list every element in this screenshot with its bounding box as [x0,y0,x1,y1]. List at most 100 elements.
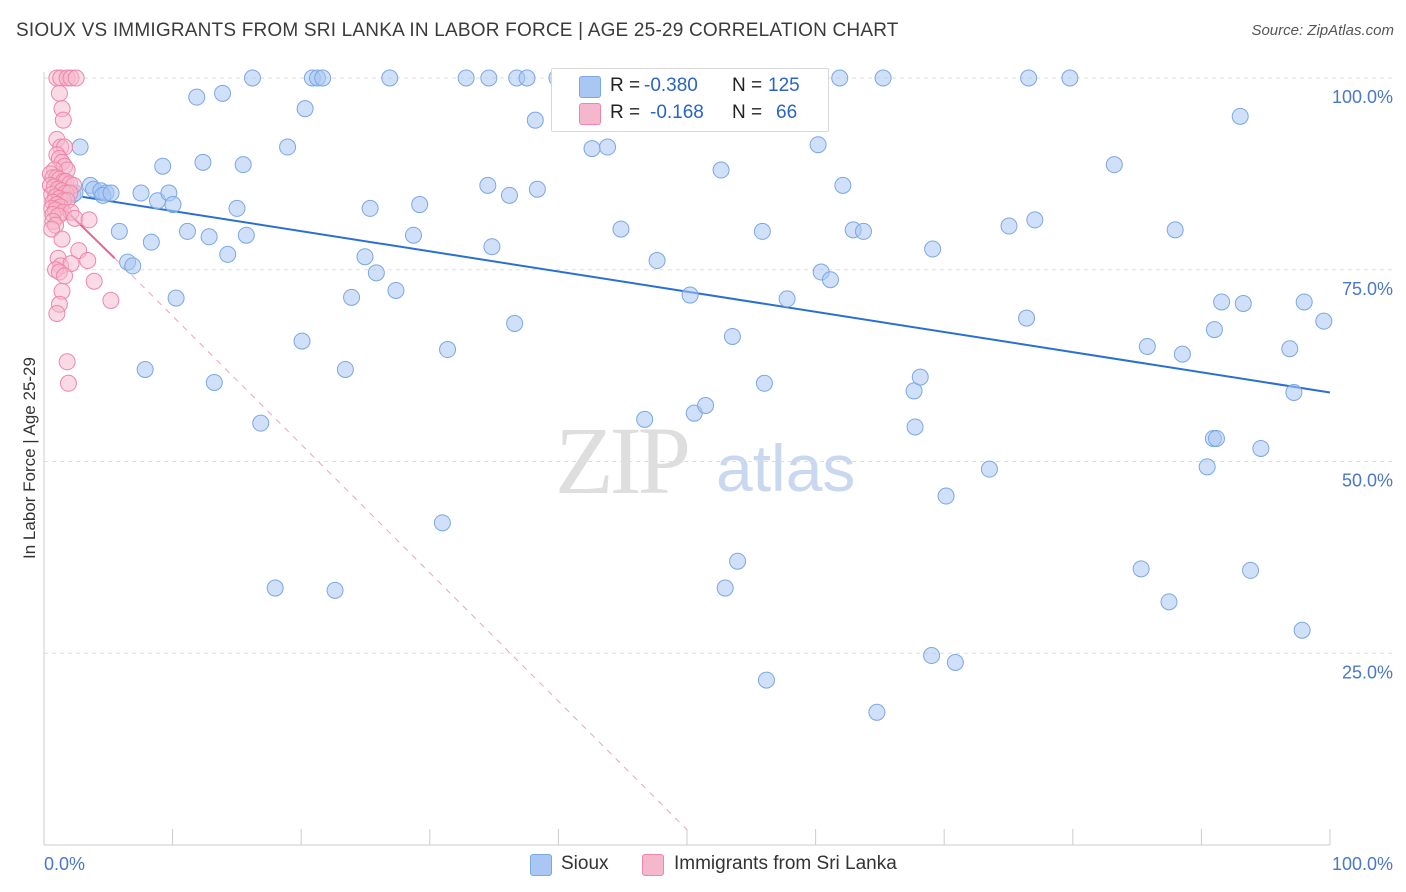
sioux-point [599,138,617,156]
sioux-point [411,196,429,214]
sioux-point [234,156,252,174]
sioux-point [874,69,892,87]
sioux-point [1132,560,1150,578]
sioux-point [946,653,964,671]
sioux-point [205,373,223,391]
sioux-point [214,84,232,102]
tick-labels: 25.0% 50.0% 75.0% 100.0% 0.0% 100.0% [44,87,1393,874]
sioux-point [757,671,775,689]
sioux-point [500,186,518,204]
srilanka-r-label: R = [610,102,641,123]
sioux-n-value: 125 [768,75,800,96]
srilanka-point [66,209,84,227]
srilanka-point [56,267,74,285]
sioux-point [237,226,255,244]
sioux-point [526,111,544,129]
sioux-point [296,100,314,118]
sioux-point [834,176,852,194]
sioux-point [439,341,457,359]
sioux-point [164,196,182,214]
srilanka-points [41,69,120,392]
sioux-point [723,327,741,345]
sioux-point [178,222,196,240]
axes [43,72,1331,846]
sioux-point [457,69,475,87]
sioux-point [336,360,354,378]
srilanka-n-value: 66 [776,102,798,123]
sioux-point [361,199,379,217]
srilanka-point [80,211,98,229]
sioux-point [433,514,451,532]
sioux-point [1315,312,1333,330]
sioux-point [228,199,246,217]
srilanka-point [50,84,68,102]
sioux-point [483,238,501,256]
sioux-point [636,410,654,428]
sioux-point [1234,294,1252,312]
srilanka-trend-extension [114,257,688,831]
sioux-point [1160,593,1178,611]
y-tick-label: 75.0% [1342,279,1393,299]
y-tick-label: 100.0% [1332,87,1393,107]
sioux-point [729,552,747,570]
sioux-point [367,264,385,282]
sioux-point [911,368,929,386]
sioux-point [219,245,237,263]
sioux-point [1213,293,1231,311]
sioux-point [381,69,399,87]
srilanka-point [58,353,76,371]
sioux-point [1242,561,1260,579]
sioux-point [343,288,361,306]
srilanka-point [85,272,103,290]
y-tick-label: 50.0% [1342,471,1393,491]
sioux-point [188,88,206,106]
sioux-point [194,153,212,171]
sioux-point [480,69,498,87]
sioux-point [821,271,839,289]
sioux-point [1026,211,1044,229]
source-label: Source: ZipAtlas.com [1251,22,1394,39]
sioux-point [755,374,773,392]
sioux-point [279,138,297,156]
sioux-point [583,140,601,158]
sioux-point [252,414,270,432]
srilanka-point [59,374,77,392]
sioux-point [831,69,849,87]
sioux-point [356,248,374,266]
sioux-point [136,360,154,378]
bottom-srilanka-label: Immigrants from Sri Lanka [674,853,897,874]
sioux-point [142,233,160,251]
sioux-point [518,69,536,87]
sioux-point [937,487,955,505]
sioux-point [906,418,924,436]
sioux-point [1138,337,1156,355]
sioux-point [293,332,311,350]
sioux-point [1207,429,1225,447]
sioux-point [1293,621,1311,639]
bottom-srilanka-swatch [642,854,664,876]
trend-lines [43,188,1331,831]
sioux-point [1105,156,1123,174]
sioux-point [778,290,796,308]
sioux-point [200,228,218,246]
srilanka-point [54,111,72,129]
y-tick-label: 25.0% [1342,662,1393,682]
sioux-point [124,257,142,275]
sioux-point [612,220,630,238]
sioux-point [1173,345,1191,363]
sioux-point [243,69,261,87]
srilanka-n-label: N = [732,102,763,123]
sioux-point [809,136,827,154]
sioux-point [1061,69,1079,87]
sioux-point [648,252,666,270]
sioux-point [716,579,734,597]
srilanka-point [53,230,71,248]
sioux-point [1231,107,1249,125]
sioux-points [64,69,1333,721]
sioux-point [326,581,344,599]
sioux-point [479,176,497,194]
sioux-point [1285,383,1303,401]
sioux-point [167,289,185,307]
chart-title: SIOUX VS IMMIGRANTS FROM SRI LANKA IN LA… [16,20,899,41]
sioux-r-label: R = [610,75,641,96]
